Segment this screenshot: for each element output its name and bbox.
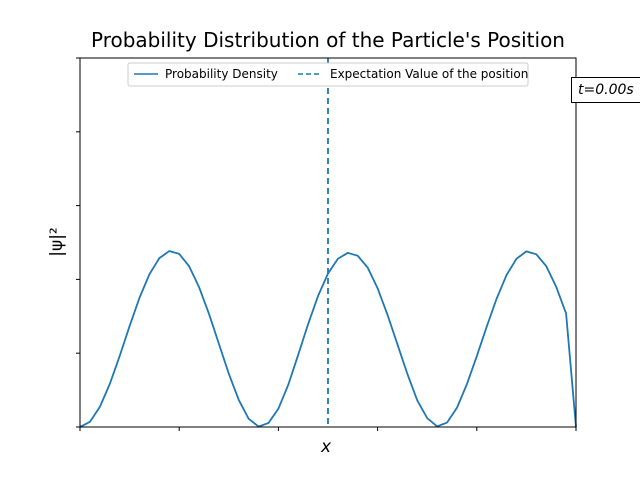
chart-title: Probability Distribution of the Particle… xyxy=(91,28,565,52)
legend-label-expectation: Expectation Value of the position xyxy=(330,67,528,81)
legend-box xyxy=(127,62,529,87)
legend: Probability Density Expectation Value of… xyxy=(127,62,529,87)
axes-frame xyxy=(79,57,577,428)
time-annotation: t=0.00s xyxy=(571,77,640,103)
x-axis-label: x xyxy=(320,437,332,457)
y-axis-label: |ψ|² xyxy=(47,227,67,256)
legend-label-density: Probability Density xyxy=(165,67,278,81)
